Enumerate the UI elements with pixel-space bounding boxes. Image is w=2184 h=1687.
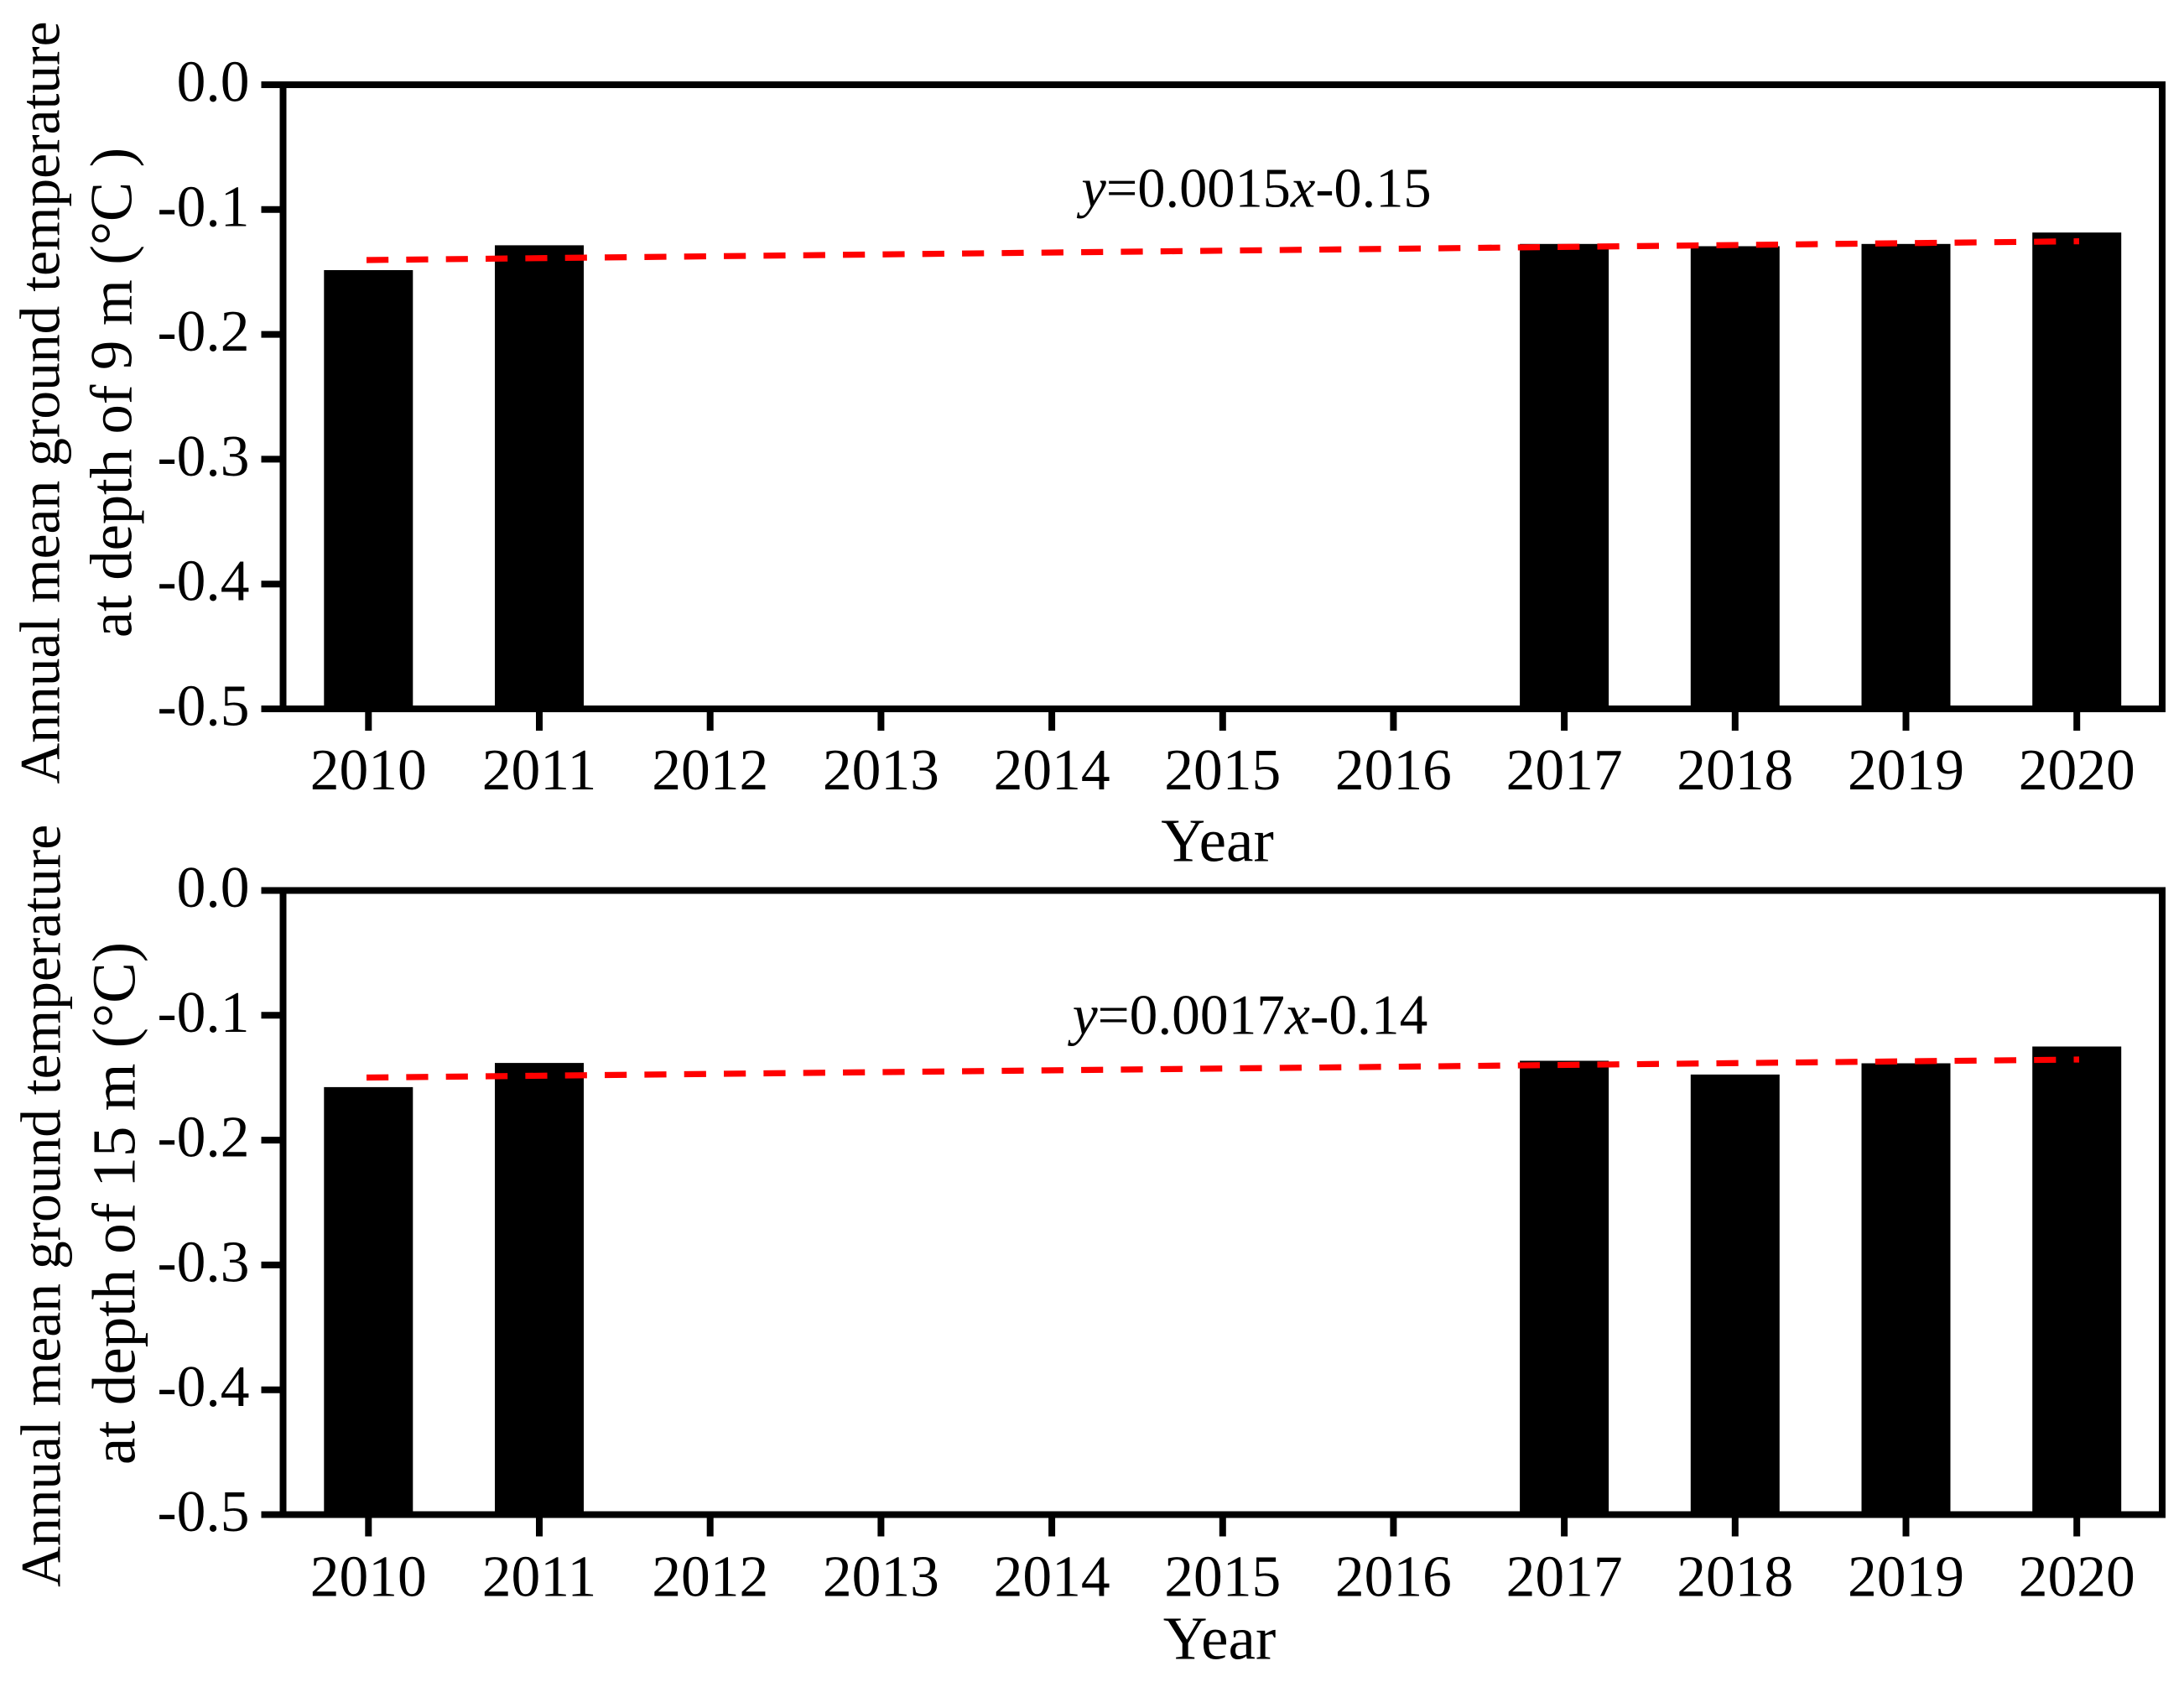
svg-text:2020: 2020 (2019, 738, 2135, 803)
svg-text:2013: 2013 (823, 738, 939, 803)
svg-text:2010: 2010 (310, 1545, 427, 1610)
svg-text:2020: 2020 (2019, 1545, 2135, 1610)
svg-text:2012: 2012 (652, 1545, 768, 1610)
svg-text:2016: 2016 (1335, 1545, 1452, 1610)
svg-text:2017: 2017 (1506, 738, 1623, 803)
svg-text:-0.3: -0.3 (157, 1230, 249, 1294)
svg-text:y=0.0017x-0.14: y=0.0017x-0.14 (1068, 984, 1428, 1047)
svg-text:2019: 2019 (1848, 1545, 1964, 1610)
svg-text:2013: 2013 (823, 1545, 939, 1610)
svg-text:0.0: 0.0 (177, 856, 250, 920)
svg-text:-0.5: -0.5 (157, 1480, 249, 1544)
svg-text:Year: Year (1163, 1605, 1277, 1673)
svg-text:-0.5: -0.5 (157, 674, 249, 739)
svg-text:2015: 2015 (1164, 738, 1281, 803)
svg-text:-0.2: -0.2 (157, 299, 249, 364)
svg-text:y=0.0015x-0.15: y=0.0015x-0.15 (1076, 159, 1431, 220)
svg-text:2011: 2011 (482, 1545, 596, 1610)
svg-text:2015: 2015 (1164, 1545, 1281, 1610)
svg-text:-0.4: -0.4 (157, 549, 249, 614)
svg-text:Year: Year (1161, 807, 1274, 875)
svg-text:-0.4: -0.4 (157, 1355, 249, 1419)
svg-text:2018: 2018 (1677, 1545, 1793, 1610)
svg-text:at depth of 9 m (°C ): at depth of 9 m (°C ) (80, 148, 145, 638)
svg-text:2017: 2017 (1506, 1545, 1623, 1610)
svg-text:2018: 2018 (1677, 738, 1793, 803)
svg-text:2012: 2012 (652, 738, 768, 803)
svg-text:2010: 2010 (310, 738, 427, 803)
svg-text:Annual mean ground temperature: Annual mean ground temperature (9, 21, 72, 784)
svg-text:-0.3: -0.3 (157, 424, 249, 489)
svg-text:-0.2: -0.2 (157, 1106, 249, 1170)
svg-text:-0.1: -0.1 (157, 174, 249, 239)
svg-text:2011: 2011 (482, 738, 596, 803)
svg-text:0.0: 0.0 (177, 50, 250, 115)
svg-text:2014: 2014 (994, 1545, 1110, 1610)
svg-text:2016: 2016 (1335, 738, 1452, 803)
svg-text:Annual mean ground temperature: Annual mean ground temperature (10, 825, 73, 1587)
svg-text:2019: 2019 (1848, 738, 1964, 803)
svg-text:2014: 2014 (994, 738, 1110, 803)
svg-text:at depth of 15 m (°C): at depth of 15 m (°C) (81, 942, 148, 1465)
svg-text:-0.1: -0.1 (157, 981, 249, 1045)
